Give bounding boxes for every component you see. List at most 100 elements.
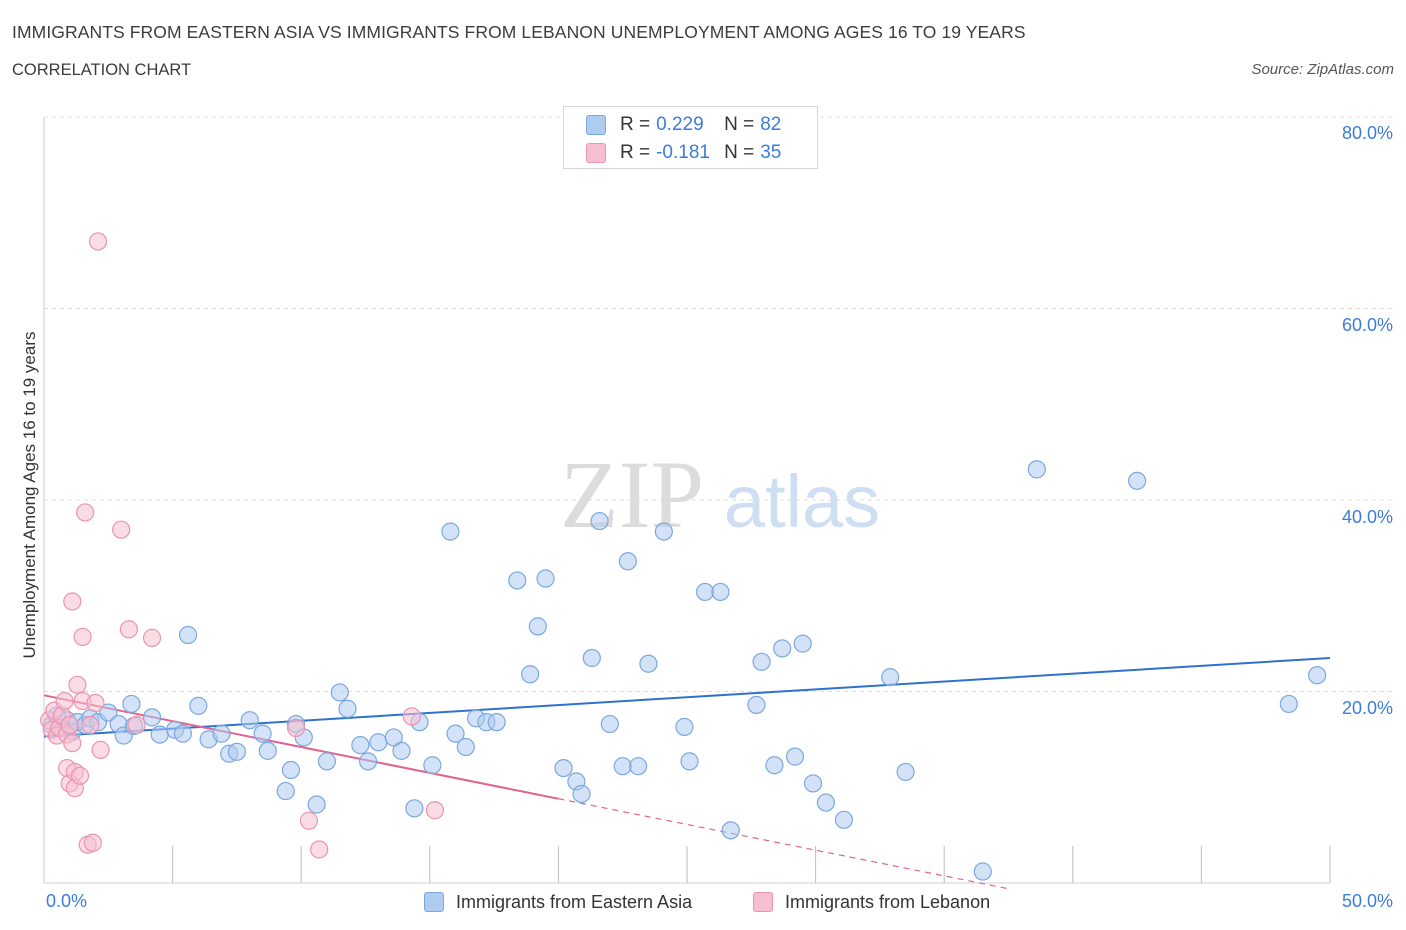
y-tick-label-20: 20.0% xyxy=(1341,698,1393,718)
point-lebanon xyxy=(63,592,82,611)
point-eastern-asia xyxy=(834,810,853,829)
point-lebanon xyxy=(299,811,319,830)
point-lebanon xyxy=(73,627,92,647)
chart-subtitle: CORRELATION CHART xyxy=(12,61,192,79)
r-value: -0.181 xyxy=(656,142,710,163)
point-eastern-asia xyxy=(122,694,141,714)
point-lebanon xyxy=(76,503,95,522)
point-eastern-asia xyxy=(338,699,357,718)
point-lebanon xyxy=(86,693,105,713)
point-eastern-asia xyxy=(675,717,694,737)
point-eastern-asia xyxy=(711,582,730,602)
n-label: N = xyxy=(724,142,755,163)
x-axis-min-label: 0.0% xyxy=(46,891,88,911)
n-label: N = xyxy=(724,114,755,135)
r-label: R = xyxy=(620,114,651,135)
point-eastern-asia xyxy=(680,752,699,771)
point-eastern-asia xyxy=(142,708,162,727)
point-eastern-asia xyxy=(281,760,301,780)
point-lebanon xyxy=(127,715,146,735)
point-eastern-asia xyxy=(1027,460,1046,479)
point-lebanon xyxy=(91,740,110,760)
point-eastern-asia xyxy=(227,742,246,761)
y-axis-label: Unemployment Among Ages 16 to 19 years xyxy=(20,331,39,659)
point-lebanon xyxy=(55,691,74,711)
legend-label: Immigrants from Eastern Asia xyxy=(456,891,693,912)
y-tick-label-60: 60.0% xyxy=(1341,315,1393,335)
point-eastern-asia xyxy=(600,714,619,734)
point-lebanon xyxy=(88,232,108,251)
point-eastern-asia xyxy=(317,752,337,771)
point-eastern-asia xyxy=(487,713,506,732)
point-lebanon xyxy=(63,734,82,753)
pink-swatch xyxy=(753,892,773,912)
point-eastern-asia xyxy=(881,668,900,687)
point-lebanon xyxy=(310,840,329,859)
r-label: R = xyxy=(620,142,651,163)
point-eastern-asia xyxy=(423,756,442,775)
legend-label: Immigrants from Lebanon xyxy=(785,891,991,912)
point-eastern-asia xyxy=(896,762,915,782)
point-eastern-asia xyxy=(150,725,169,744)
point-eastern-asia xyxy=(765,756,784,775)
point-eastern-asia xyxy=(369,733,388,752)
point-eastern-asia xyxy=(212,724,231,743)
point-eastern-asia xyxy=(258,741,277,760)
source-label: Source: ZipAtlas.com xyxy=(1251,61,1394,78)
point-eastern-asia xyxy=(240,711,259,730)
point-eastern-asia xyxy=(508,571,527,590)
point-lebanon xyxy=(286,718,306,737)
point-eastern-asia xyxy=(173,724,192,743)
watermark-atlas: atlas xyxy=(724,460,880,543)
zipatlas-watermark: ZIP atlas xyxy=(560,441,880,548)
x-axis-max-label: 50.0% xyxy=(1341,891,1393,911)
point-lebanon xyxy=(142,628,162,647)
data-points xyxy=(40,232,1327,881)
stats-row-lebanon: R = -0.181 N = 35 xyxy=(586,141,781,165)
point-lebanon xyxy=(112,520,131,539)
point-eastern-asia xyxy=(253,724,272,743)
legend-item-eastern-asia: Immigrants from Eastern Asia xyxy=(424,890,692,914)
gridlines xyxy=(44,116,1395,692)
point-eastern-asia xyxy=(307,795,326,814)
point-eastern-asia xyxy=(330,683,349,702)
point-eastern-asia xyxy=(1308,666,1327,685)
point-eastern-asia xyxy=(276,781,295,801)
y-tick-label-80: 80.0% xyxy=(1341,123,1393,143)
point-lebanon xyxy=(70,766,90,785)
point-eastern-asia xyxy=(1279,694,1298,714)
point-eastern-asia xyxy=(582,648,601,668)
point-eastern-asia xyxy=(618,552,637,571)
point-eastern-asia xyxy=(773,639,792,658)
point-lebanon xyxy=(81,715,100,735)
point-lebanon xyxy=(402,707,421,726)
legend-item-lebanon: Immigrants from Lebanon xyxy=(753,890,990,914)
point-eastern-asia xyxy=(695,582,715,602)
n-value: 82 xyxy=(760,114,782,135)
point-eastern-asia xyxy=(654,522,673,541)
point-eastern-asia xyxy=(613,757,632,776)
point-eastern-asia xyxy=(721,821,740,840)
point-eastern-asia xyxy=(384,728,403,747)
point-eastern-asia xyxy=(572,784,591,804)
point-eastern-asia xyxy=(521,665,540,684)
point-lebanon xyxy=(83,833,102,852)
point-eastern-asia xyxy=(554,758,573,778)
watermark-zip: ZIP xyxy=(560,441,704,548)
point-eastern-asia xyxy=(392,741,411,760)
point-eastern-asia xyxy=(629,757,648,776)
point-eastern-asia xyxy=(1127,471,1147,490)
point-lebanon xyxy=(119,620,138,639)
point-eastern-asia xyxy=(639,654,658,673)
trend-line-lebanon-extension xyxy=(558,798,1009,890)
point-eastern-asia xyxy=(189,696,208,715)
point-eastern-asia xyxy=(747,695,766,715)
point-eastern-asia xyxy=(816,793,835,812)
n-value: 35 xyxy=(760,142,782,163)
stats-legend: R = 0.229 N = 82 R = -0.181 N = 35 xyxy=(563,106,818,169)
chart-title: IMMIGRANTS FROM EASTERN ASIA VS IMMIGRAN… xyxy=(12,22,1026,42)
y-tick-label-40: 40.0% xyxy=(1341,507,1393,527)
point-eastern-asia xyxy=(793,634,812,653)
point-eastern-asia xyxy=(456,737,475,757)
